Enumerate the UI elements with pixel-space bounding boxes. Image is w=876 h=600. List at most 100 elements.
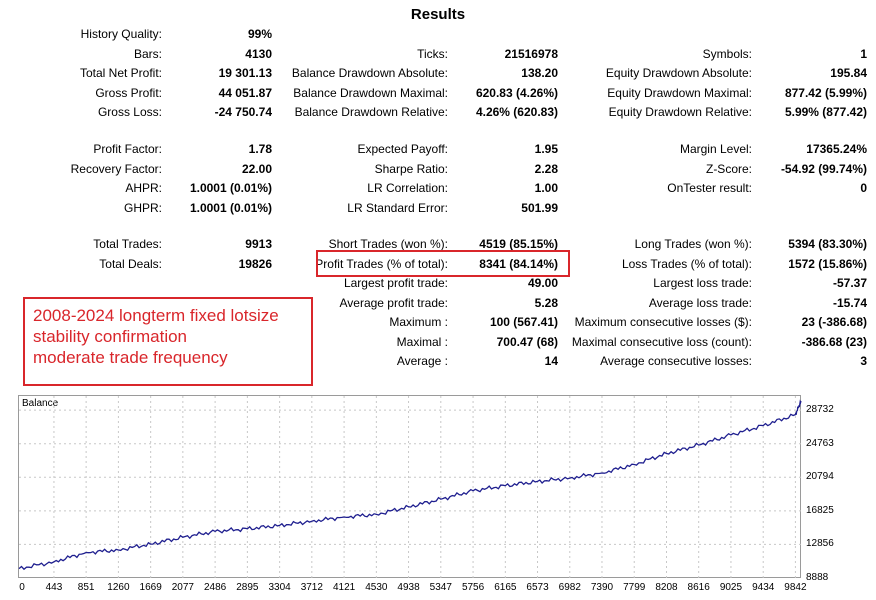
stat-label: Sharpe Ratio: [374,162,448,176]
x-tick-label: 6982 [558,582,581,593]
x-tick-label: 8208 [655,582,678,593]
stat-value: 14 [544,354,558,368]
x-tick-label: 4121 [332,582,356,593]
note-line: 2008-2024 longterm fixed lotsize [33,306,279,325]
y-tick-label: 16825 [806,504,834,516]
stat-label: Profit Trades (% of total): [315,257,448,271]
stat-value: -54.92 (99.74%) [780,162,867,176]
y-tick-label: 24763 [806,437,834,449]
stat-value: 8341 (84.14%) [479,257,558,271]
stat-value: 17365.24% [806,142,867,156]
stat-value: -24 750.74 [214,105,272,119]
stat-label: Symbols: [702,47,752,61]
stat-label: Bars: [133,47,162,61]
stat-value: 5.99% (877.42) [784,105,867,119]
stat-label: Equity Drawdown Maximal: [607,86,752,100]
stat-value: 1.95 [534,142,558,156]
x-tick-label: 9434 [752,582,775,593]
stat-label: Balance Drawdown Absolute: [291,66,448,80]
results-title: Results [410,6,466,23]
stat-value: 2.28 [534,162,558,176]
y-tick-label: 20794 [806,471,834,483]
stat-value: 100 (567.41) [489,315,558,329]
x-tick-label: 2486 [203,582,227,593]
stat-label: Maximal consecutive loss (count): [571,335,752,349]
stat-value: -386.68 (23) [801,335,867,349]
x-tick-label: 8616 [687,582,710,593]
stat-value: 22.00 [241,162,272,176]
stat-value: 44 051.87 [218,86,272,100]
x-tick-label: 2077 [171,582,194,593]
stat-label: Equity Drawdown Absolute: [605,66,752,80]
stat-value: 4130 [245,47,272,61]
x-tick-label: 443 [45,582,63,593]
stat-label: Maximal : [396,335,448,349]
stat-label: Average loss trade: [648,296,752,310]
stat-value: 501.99 [521,201,558,215]
stat-value: 4.26% (620.83) [475,105,558,119]
stat-value: 1.00 [534,181,558,195]
stat-label: Profit Factor: [93,142,162,156]
x-tick-label: 6165 [494,582,517,593]
stat-label: Largest profit trade: [343,276,448,290]
balance-chart [18,395,801,578]
stat-value: 138.20 [521,66,558,80]
stat-label: Ticks: [417,47,448,61]
x-tick-label: 7799 [623,582,646,593]
stat-value: 1.0001 (0.01%) [189,201,272,215]
stat-value: 5.28 [534,296,558,310]
x-tick-label: 1669 [139,582,162,593]
stat-label: Gross Profit: [95,86,162,100]
stat-label: Total Trades: [93,237,162,251]
stat-value: 21516978 [504,47,558,61]
stat-label: Maximum consecutive losses ($): [574,315,752,329]
x-tick-label: 0 [19,582,25,593]
x-tick-label: 9025 [719,582,743,593]
stat-value: 877.42 (5.99%) [784,86,867,100]
stat-label: Largest loss trade: [653,276,752,290]
stat-value: 49.00 [527,276,558,290]
stat-label: History Quality: [80,27,162,41]
stat-label: OnTester result: [667,181,752,195]
chart-title: Balance [22,398,59,409]
note-line: stability confirmation [33,327,188,346]
x-tick-label: 1260 [107,582,130,593]
stat-label: Short Trades (won %): [328,237,448,251]
stat-label: Equity Drawdown Relative: [608,105,752,119]
stat-label: Average : [396,354,448,368]
balance-series-line [18,399,802,571]
stat-label: Z-Score: [705,162,752,176]
y-tick-label: 8888 [806,572,829,583]
stat-value: 1.78 [248,142,272,156]
stat-value: -57.37 [832,276,867,290]
stat-value: 23 (-386.68) [801,315,867,329]
stat-label: Maximum : [389,315,448,329]
stat-label: Average profit trade: [339,296,448,310]
stat-label: Recovery Factor: [70,162,162,176]
y-tick-label: 28732 [806,404,834,416]
stat-label: Gross Loss: [97,105,162,119]
x-tick-label: 5347 [429,582,452,593]
stat-label: Expected Payoff: [357,142,448,156]
stat-value: 9913 [245,237,272,251]
x-tick-label: 3304 [268,582,291,593]
x-tick-label: 7390 [590,582,614,593]
x-tick-label: 6573 [526,582,549,593]
x-tick-label: 9842 [784,582,807,593]
stat-value: 620.83 (4.26%) [475,86,558,100]
profit-trades-highlight [316,250,570,277]
x-tick-label: 4530 [365,582,388,593]
stat-label: Balance Drawdown Relative: [294,105,448,119]
annotation-note: 2008-2024 longterm fixed lotsize stabili… [23,297,313,386]
stat-label: Average consecutive losses: [600,354,752,368]
stat-label: GHPR: [123,201,162,215]
x-tick-label: 3712 [300,582,323,593]
y-tick-label: 12856 [806,538,834,550]
x-tick-label: 851 [77,582,95,593]
stat-label: Total Net Profit: [79,66,162,80]
note-line: moderate trade frequency [33,348,228,367]
stat-label: Balance Drawdown Maximal: [293,86,448,100]
stat-label: LR Correlation: [367,181,448,195]
x-tick-label: 2895 [236,582,259,593]
